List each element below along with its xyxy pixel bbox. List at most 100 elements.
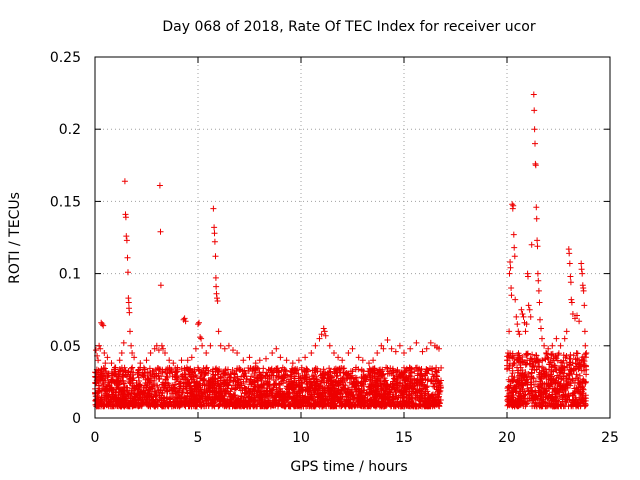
baseline-point [252,396,259,403]
data-point [283,357,290,364]
baseline-point [329,387,336,394]
baseline-point [280,371,287,378]
baseline-point [329,395,336,402]
baseline-point [408,391,415,398]
baseline-point [403,401,410,408]
x-axis-label: GPS time / hours [290,459,407,475]
baseline-point [166,396,173,403]
data-point [188,354,195,361]
data-point [538,325,544,332]
data-point [289,360,296,367]
baseline-point [188,385,195,392]
baseline-point [401,368,408,375]
baseline-point [194,399,201,406]
data-point [295,357,302,364]
data-point [567,279,574,286]
data-point [423,345,430,352]
data-point [561,335,568,342]
baseline-point [230,392,237,399]
data-point [514,321,521,328]
baseline-point [227,377,234,384]
data-point [211,238,218,245]
baseline-point [259,384,266,391]
data-point [526,306,533,313]
data-point [256,357,263,364]
baseline-point [390,378,397,385]
baseline-point [257,389,264,396]
baseline-point [234,396,241,402]
baseline-point [313,376,320,382]
baseline-point [417,398,424,405]
baseline-point [252,366,259,373]
baseline-point [256,393,263,400]
data-point [508,292,515,299]
baseline-point [129,364,136,371]
baseline-point [194,384,201,391]
baseline-point [192,372,199,379]
baseline-point [305,386,311,393]
baseline-point [234,375,241,382]
baseline-point [120,380,127,387]
baseline-point [299,379,306,386]
baseline-point [271,381,278,387]
data-point [349,345,356,352]
baseline-point [172,381,179,388]
baseline-point [391,375,397,382]
baseline-point [353,364,359,371]
baseline-point [180,398,187,405]
baseline-point [326,365,333,372]
baseline-point [353,382,360,389]
baseline-point [248,373,255,380]
data-point [407,345,414,352]
data-point [519,311,526,317]
baseline-point [131,391,138,398]
data-point [374,350,381,356]
data-point [520,313,527,320]
data-point [510,231,517,238]
baseline-point [377,386,384,393]
data-point [384,337,391,343]
data-point [401,350,407,356]
baseline-point [140,384,147,391]
baseline-point [329,381,336,388]
baseline-point [411,401,418,408]
baseline-point [175,400,182,407]
baseline-point [305,393,312,400]
baseline-point [143,396,150,403]
data-point [578,260,585,267]
baseline-point [153,373,160,380]
baseline-point [273,372,280,379]
baseline-point [182,383,189,390]
baseline-point [311,403,318,410]
baseline-point [414,382,421,389]
baseline-point [335,366,342,373]
y-tick-label: 0 [72,411,81,427]
data-point [511,253,518,260]
data-point [568,296,575,303]
baseline-point [105,372,112,379]
data-point [388,345,395,352]
data-point [525,273,531,280]
data-point [533,215,540,222]
data-point [157,282,164,289]
baseline-point [160,379,166,386]
data-point [123,233,130,240]
baseline-point [159,369,166,376]
baseline-point [132,396,139,403]
data-point [124,254,131,261]
baseline-point [264,385,271,392]
baseline-point [241,373,248,380]
data-point [533,204,540,211]
data-point [513,313,520,320]
data-point [566,250,573,257]
data-point [535,277,542,284]
data-point [157,228,164,235]
data-point [515,328,522,335]
data-point [539,335,545,342]
data-point [532,162,539,169]
baseline-point [130,375,137,381]
data-point [217,342,224,349]
baseline-point [186,393,193,400]
baseline-point [419,385,426,392]
data-point [221,345,228,352]
